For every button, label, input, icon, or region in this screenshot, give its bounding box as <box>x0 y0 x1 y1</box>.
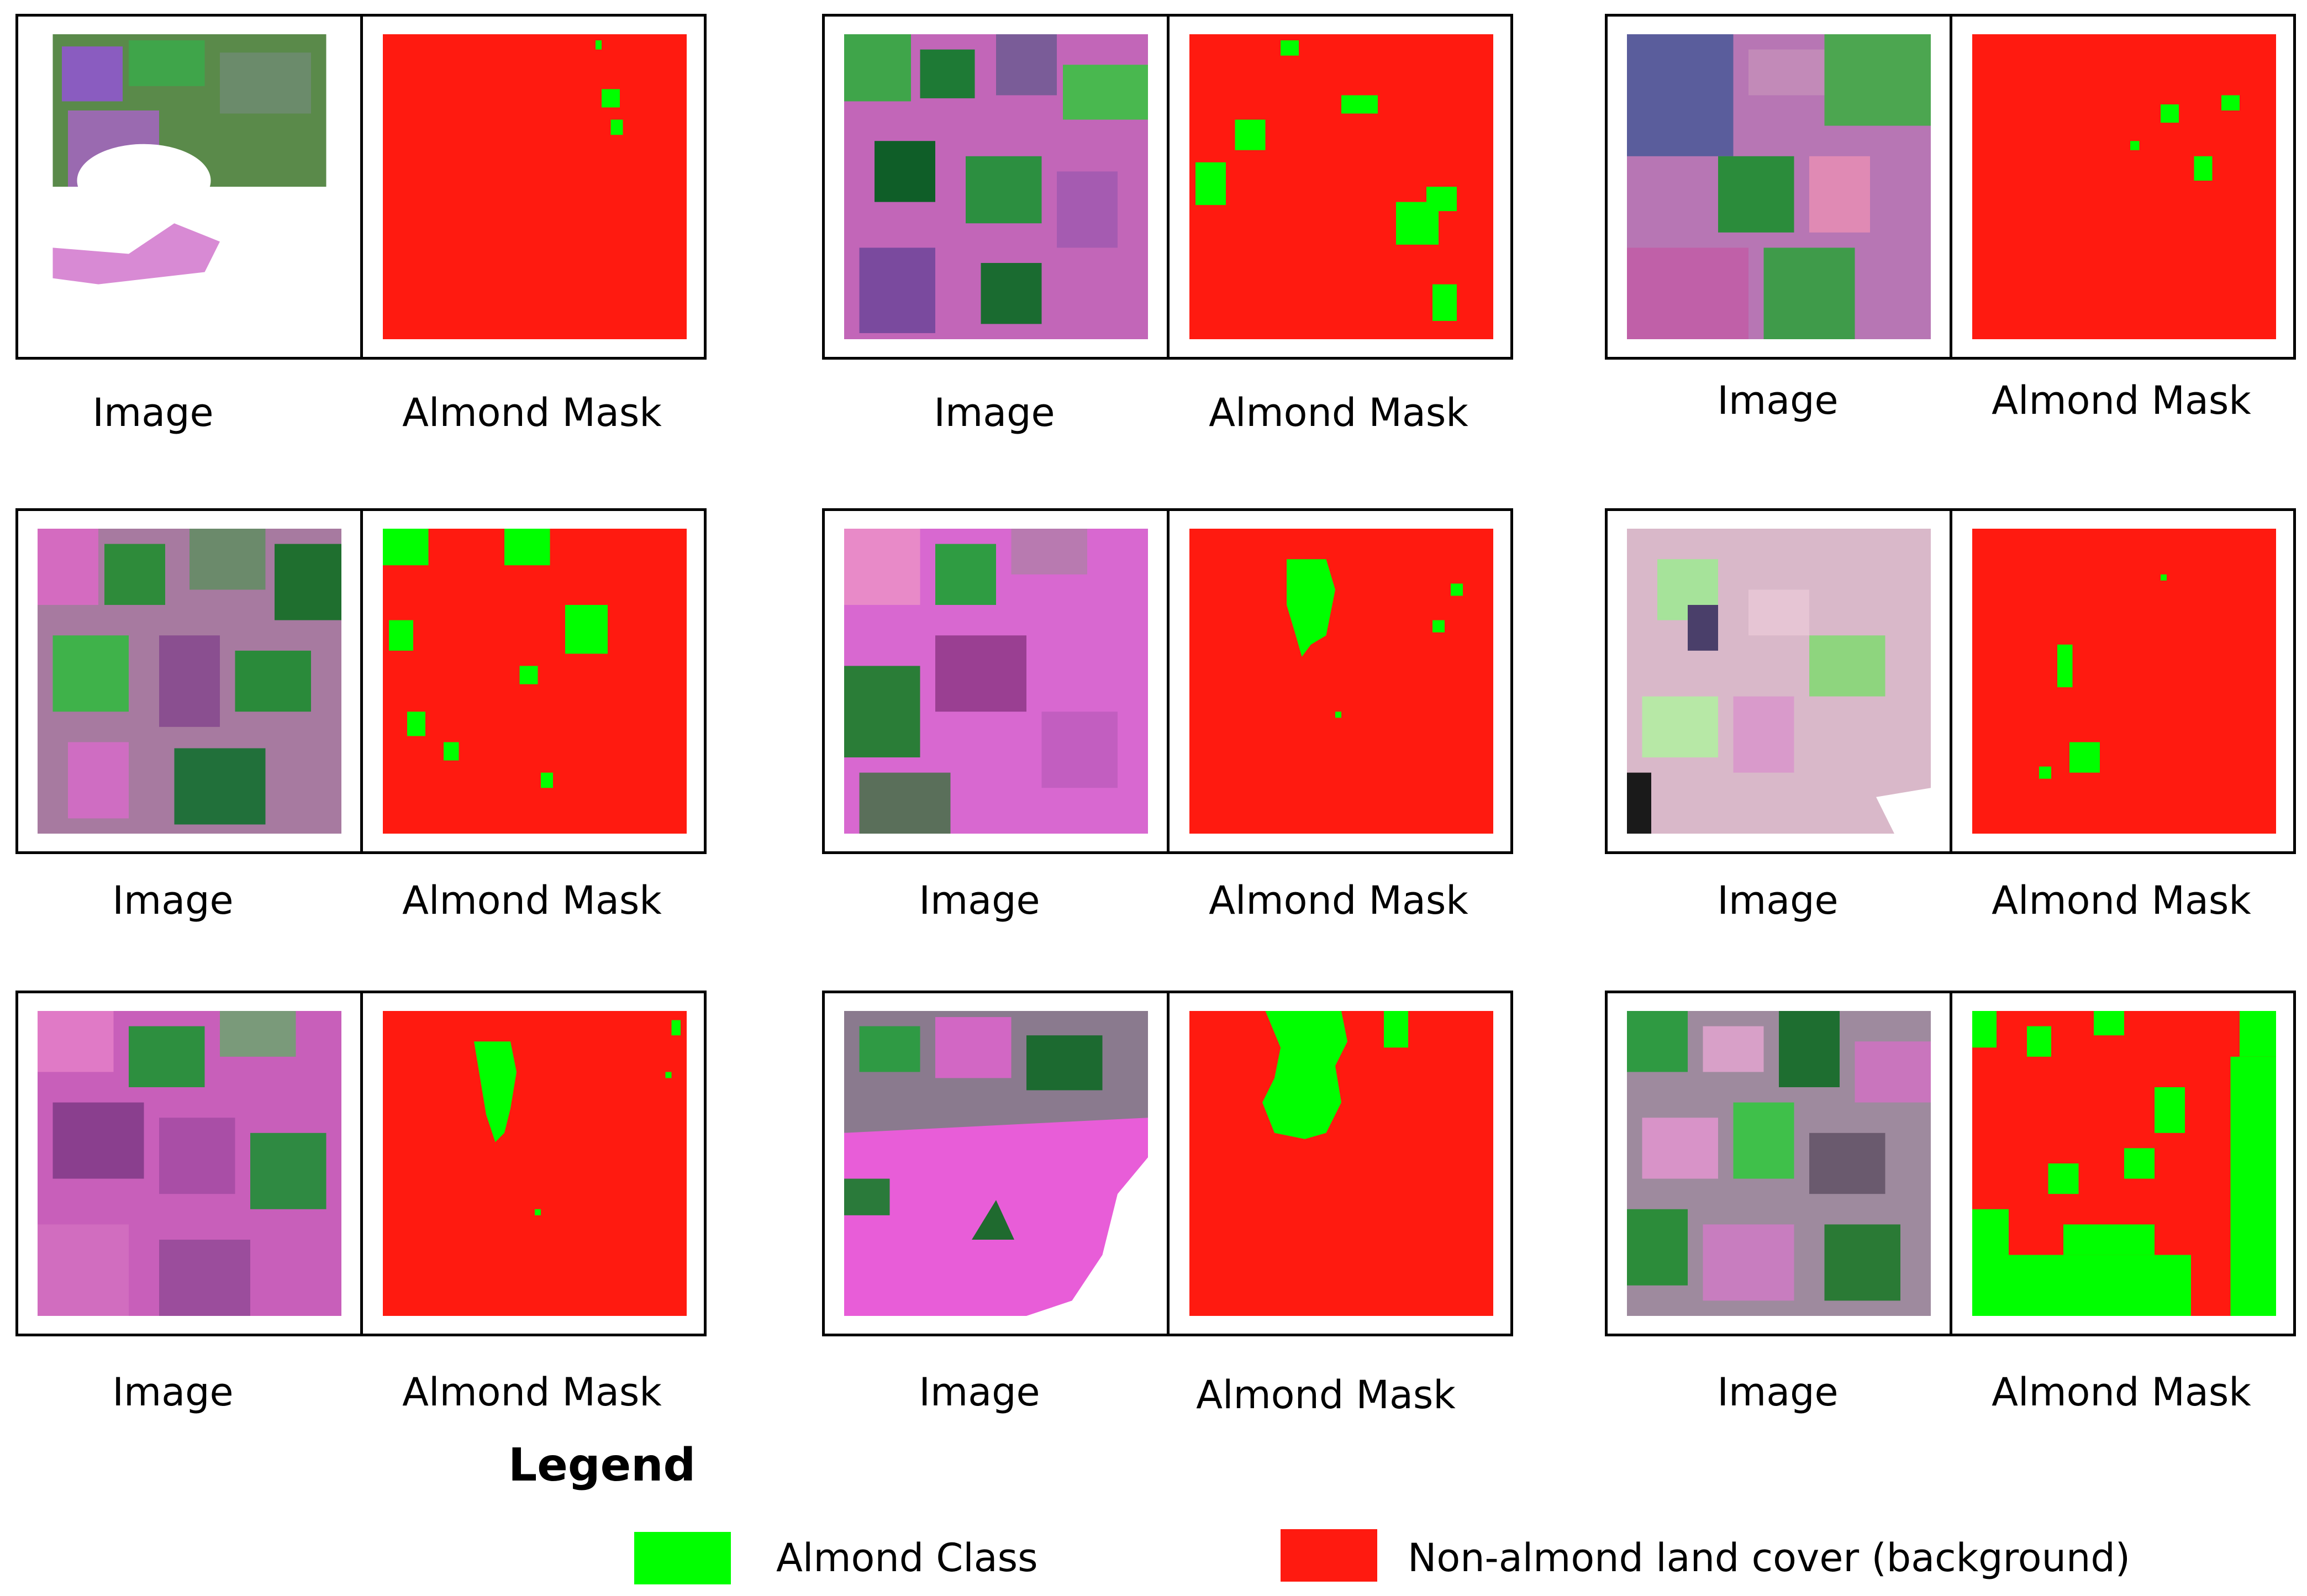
satellite-image-6 <box>1627 529 1931 834</box>
image-caption: Image <box>92 390 214 435</box>
image-caption: Image <box>919 878 1040 923</box>
image-caption: Image <box>1717 878 1839 923</box>
almond-mask-6 <box>1972 529 2276 834</box>
almond-class-label: Almond Class <box>776 1535 1038 1581</box>
panel-divider <box>360 17 363 357</box>
mask-caption: Almond Mask <box>402 1369 662 1415</box>
mask-caption: Almond Mask <box>1209 878 1468 923</box>
satellite-image-5 <box>844 529 1148 834</box>
image-caption: Image <box>112 1369 234 1415</box>
sample-panel-1 <box>15 14 707 360</box>
almond-mask-7 <box>383 1011 687 1316</box>
almond-mask-1 <box>383 34 687 339</box>
background-class-label: Non-almond land cover (background) <box>1408 1535 2131 1581</box>
mask-caption: Almond Mask <box>1196 1372 1456 1418</box>
almond-mask-2 <box>1189 34 1493 339</box>
mask-caption: Almond Mask <box>402 878 662 923</box>
panel-divider <box>1167 511 1170 851</box>
mask-caption: Almond Mask <box>402 390 662 435</box>
satellite-image-9 <box>1627 1011 1931 1316</box>
sample-panel-4 <box>15 508 707 854</box>
almond-mask-5 <box>1189 529 1493 834</box>
image-caption: Image <box>1717 378 1839 423</box>
panel-divider <box>360 993 363 1334</box>
mask-caption: Almond Mask <box>1209 390 1468 435</box>
sample-panel-3 <box>1605 14 2296 360</box>
sample-panel-2 <box>822 14 1513 360</box>
image-caption: Image <box>934 390 1055 435</box>
sample-panel-7 <box>15 991 707 1336</box>
image-caption: Image <box>112 878 234 923</box>
sample-panel-8 <box>822 991 1513 1336</box>
panel-divider <box>1167 993 1170 1334</box>
sample-panel-5 <box>822 508 1513 854</box>
image-caption: Image <box>1717 1369 1839 1415</box>
almond-mask-9 <box>1972 1011 2276 1316</box>
satellite-image-1 <box>38 34 341 339</box>
almond-class-swatch <box>634 1532 731 1584</box>
image-caption: Image <box>919 1369 1040 1415</box>
panel-divider <box>1950 511 1952 851</box>
sample-panel-6 <box>1605 508 2296 854</box>
almond-mask-4 <box>383 529 687 834</box>
legend-title: Legend <box>508 1439 696 1492</box>
panel-divider <box>1950 17 1952 357</box>
almond-mask-8 <box>1189 1011 1493 1316</box>
sample-panel-9 <box>1605 991 2296 1336</box>
background-class-swatch <box>1281 1529 1377 1582</box>
satellite-image-8 <box>844 1011 1148 1316</box>
mask-caption: Almond Mask <box>1992 1369 2251 1415</box>
satellite-image-4 <box>38 529 341 834</box>
satellite-image-2 <box>844 34 1148 339</box>
almond-mask-3 <box>1972 34 2276 339</box>
mask-caption: Almond Mask <box>1992 378 2251 423</box>
satellite-image-3 <box>1627 34 1931 339</box>
mask-caption: Almond Mask <box>1992 878 2251 923</box>
panel-divider <box>360 511 363 851</box>
panel-divider <box>1167 17 1170 357</box>
panel-divider <box>1950 993 1952 1334</box>
satellite-image-7 <box>38 1011 341 1316</box>
